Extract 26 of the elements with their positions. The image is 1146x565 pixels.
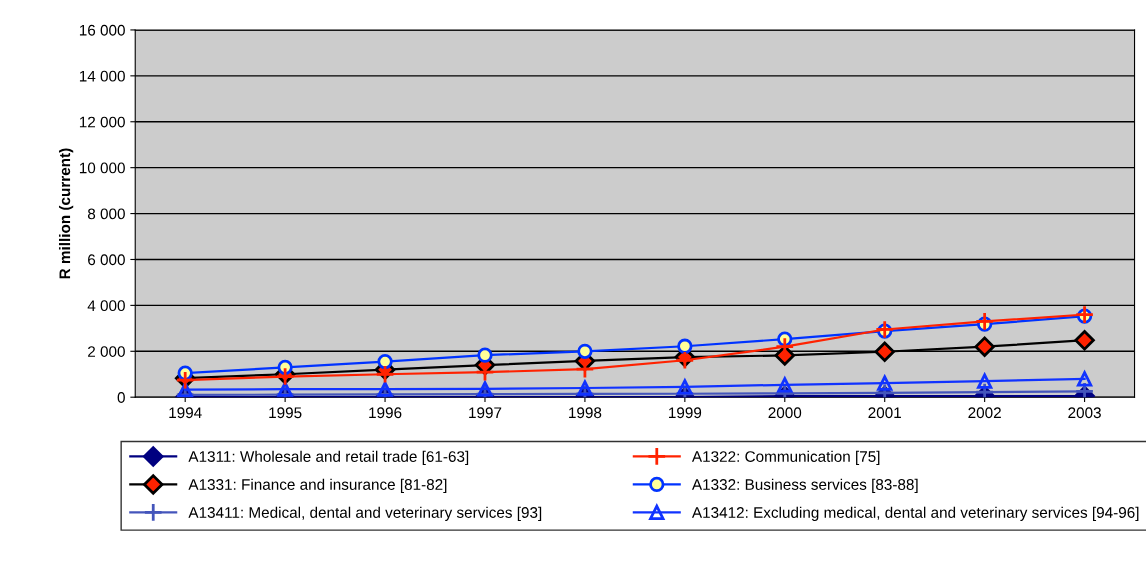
legend-label: A13412: Excluding medical, dental and veterinary services [94-96] <box>691 506 1139 521</box>
x-tick-label: 1996 <box>369 407 402 419</box>
x-tick-label: 1999 <box>669 407 702 419</box>
x-tick-label: 2001 <box>868 407 901 419</box>
y-tick-label: 14 000 <box>79 70 125 82</box>
x-tick-label: 1997 <box>469 407 502 419</box>
x-tick-label: 2003 <box>1068 407 1101 419</box>
y-tick-label: 4 000 <box>87 300 125 312</box>
x-tick-label: 2000 <box>768 407 802 419</box>
legend-label: A1311: Wholesale and retail trade [61-63] <box>188 450 469 465</box>
legend-label: A1332: Business services [83-88] <box>691 478 918 493</box>
y-tick-label: 16 000 <box>79 24 125 36</box>
x-tick-label: 1998 <box>569 407 602 419</box>
x-tick-label: 1995 <box>269 407 302 419</box>
y-tick-label: 12 000 <box>79 116 125 128</box>
x-tick-label: 1994 <box>169 407 202 419</box>
y-tick-label: 0 <box>117 392 125 403</box>
legend-label: A13411: Medical, dental and veterinary services [93] <box>188 506 542 521</box>
legend-label: A1322: Communication [75] <box>691 450 880 465</box>
y-tick-label: 2 000 <box>88 346 125 357</box>
y-tick-label: 6 000 <box>88 254 125 266</box>
x-tick-label: 2002 <box>968 407 1001 419</box>
y-tick-label: 8 000 <box>87 208 125 220</box>
y-tick-label: 10 000 <box>79 162 125 174</box>
y-axis-title: R million (current) <box>58 148 74 279</box>
legend-label: A1331: Finance and insurance [81-82] <box>188 478 447 493</box>
